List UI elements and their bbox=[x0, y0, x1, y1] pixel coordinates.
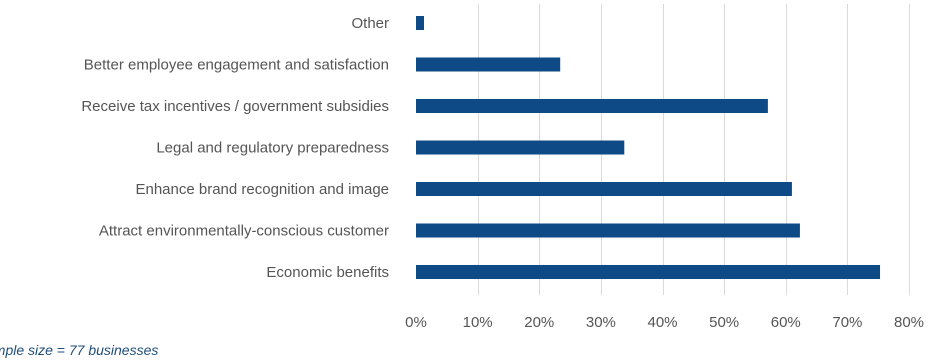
bar bbox=[416, 265, 881, 279]
bars bbox=[416, 16, 881, 279]
x-tick-label: 80% bbox=[894, 314, 924, 331]
x-tick-label: 50% bbox=[709, 314, 739, 331]
bar bbox=[416, 223, 800, 238]
category-labels: Other Better employee engagement and sati… bbox=[81, 15, 389, 281]
bar bbox=[416, 182, 792, 196]
x-tick-label: 20% bbox=[524, 314, 554, 331]
category-label: Attract environmentally-conscious custom… bbox=[99, 223, 389, 240]
x-tick-label: 60% bbox=[771, 314, 801, 331]
category-label: Other bbox=[351, 15, 389, 32]
category-label: Economic benefits bbox=[266, 264, 389, 281]
category-label: Enhance brand recognition and image bbox=[135, 181, 389, 198]
x-tick-label: 70% bbox=[832, 314, 862, 331]
x-tick-label: 0% bbox=[405, 314, 427, 331]
category-label: Receive tax incentives / government subs… bbox=[81, 98, 389, 115]
bar bbox=[416, 140, 625, 155]
bar bbox=[416, 57, 561, 72]
x-tick-label: 30% bbox=[586, 314, 616, 331]
bar bbox=[416, 99, 768, 113]
x-tick-label: 40% bbox=[647, 314, 677, 331]
x-tick-labels: 0% 10% 20% 30% 40% 50% 60% 70% 80% bbox=[405, 314, 924, 331]
sample-size-note: ample size = 77 businesses bbox=[0, 342, 159, 358]
category-label: Better employee engagement and satisfact… bbox=[84, 57, 389, 74]
bar bbox=[416, 16, 425, 30]
category-label: Legal and regulatory preparedness bbox=[156, 140, 389, 157]
x-tick-label: 10% bbox=[463, 314, 493, 331]
